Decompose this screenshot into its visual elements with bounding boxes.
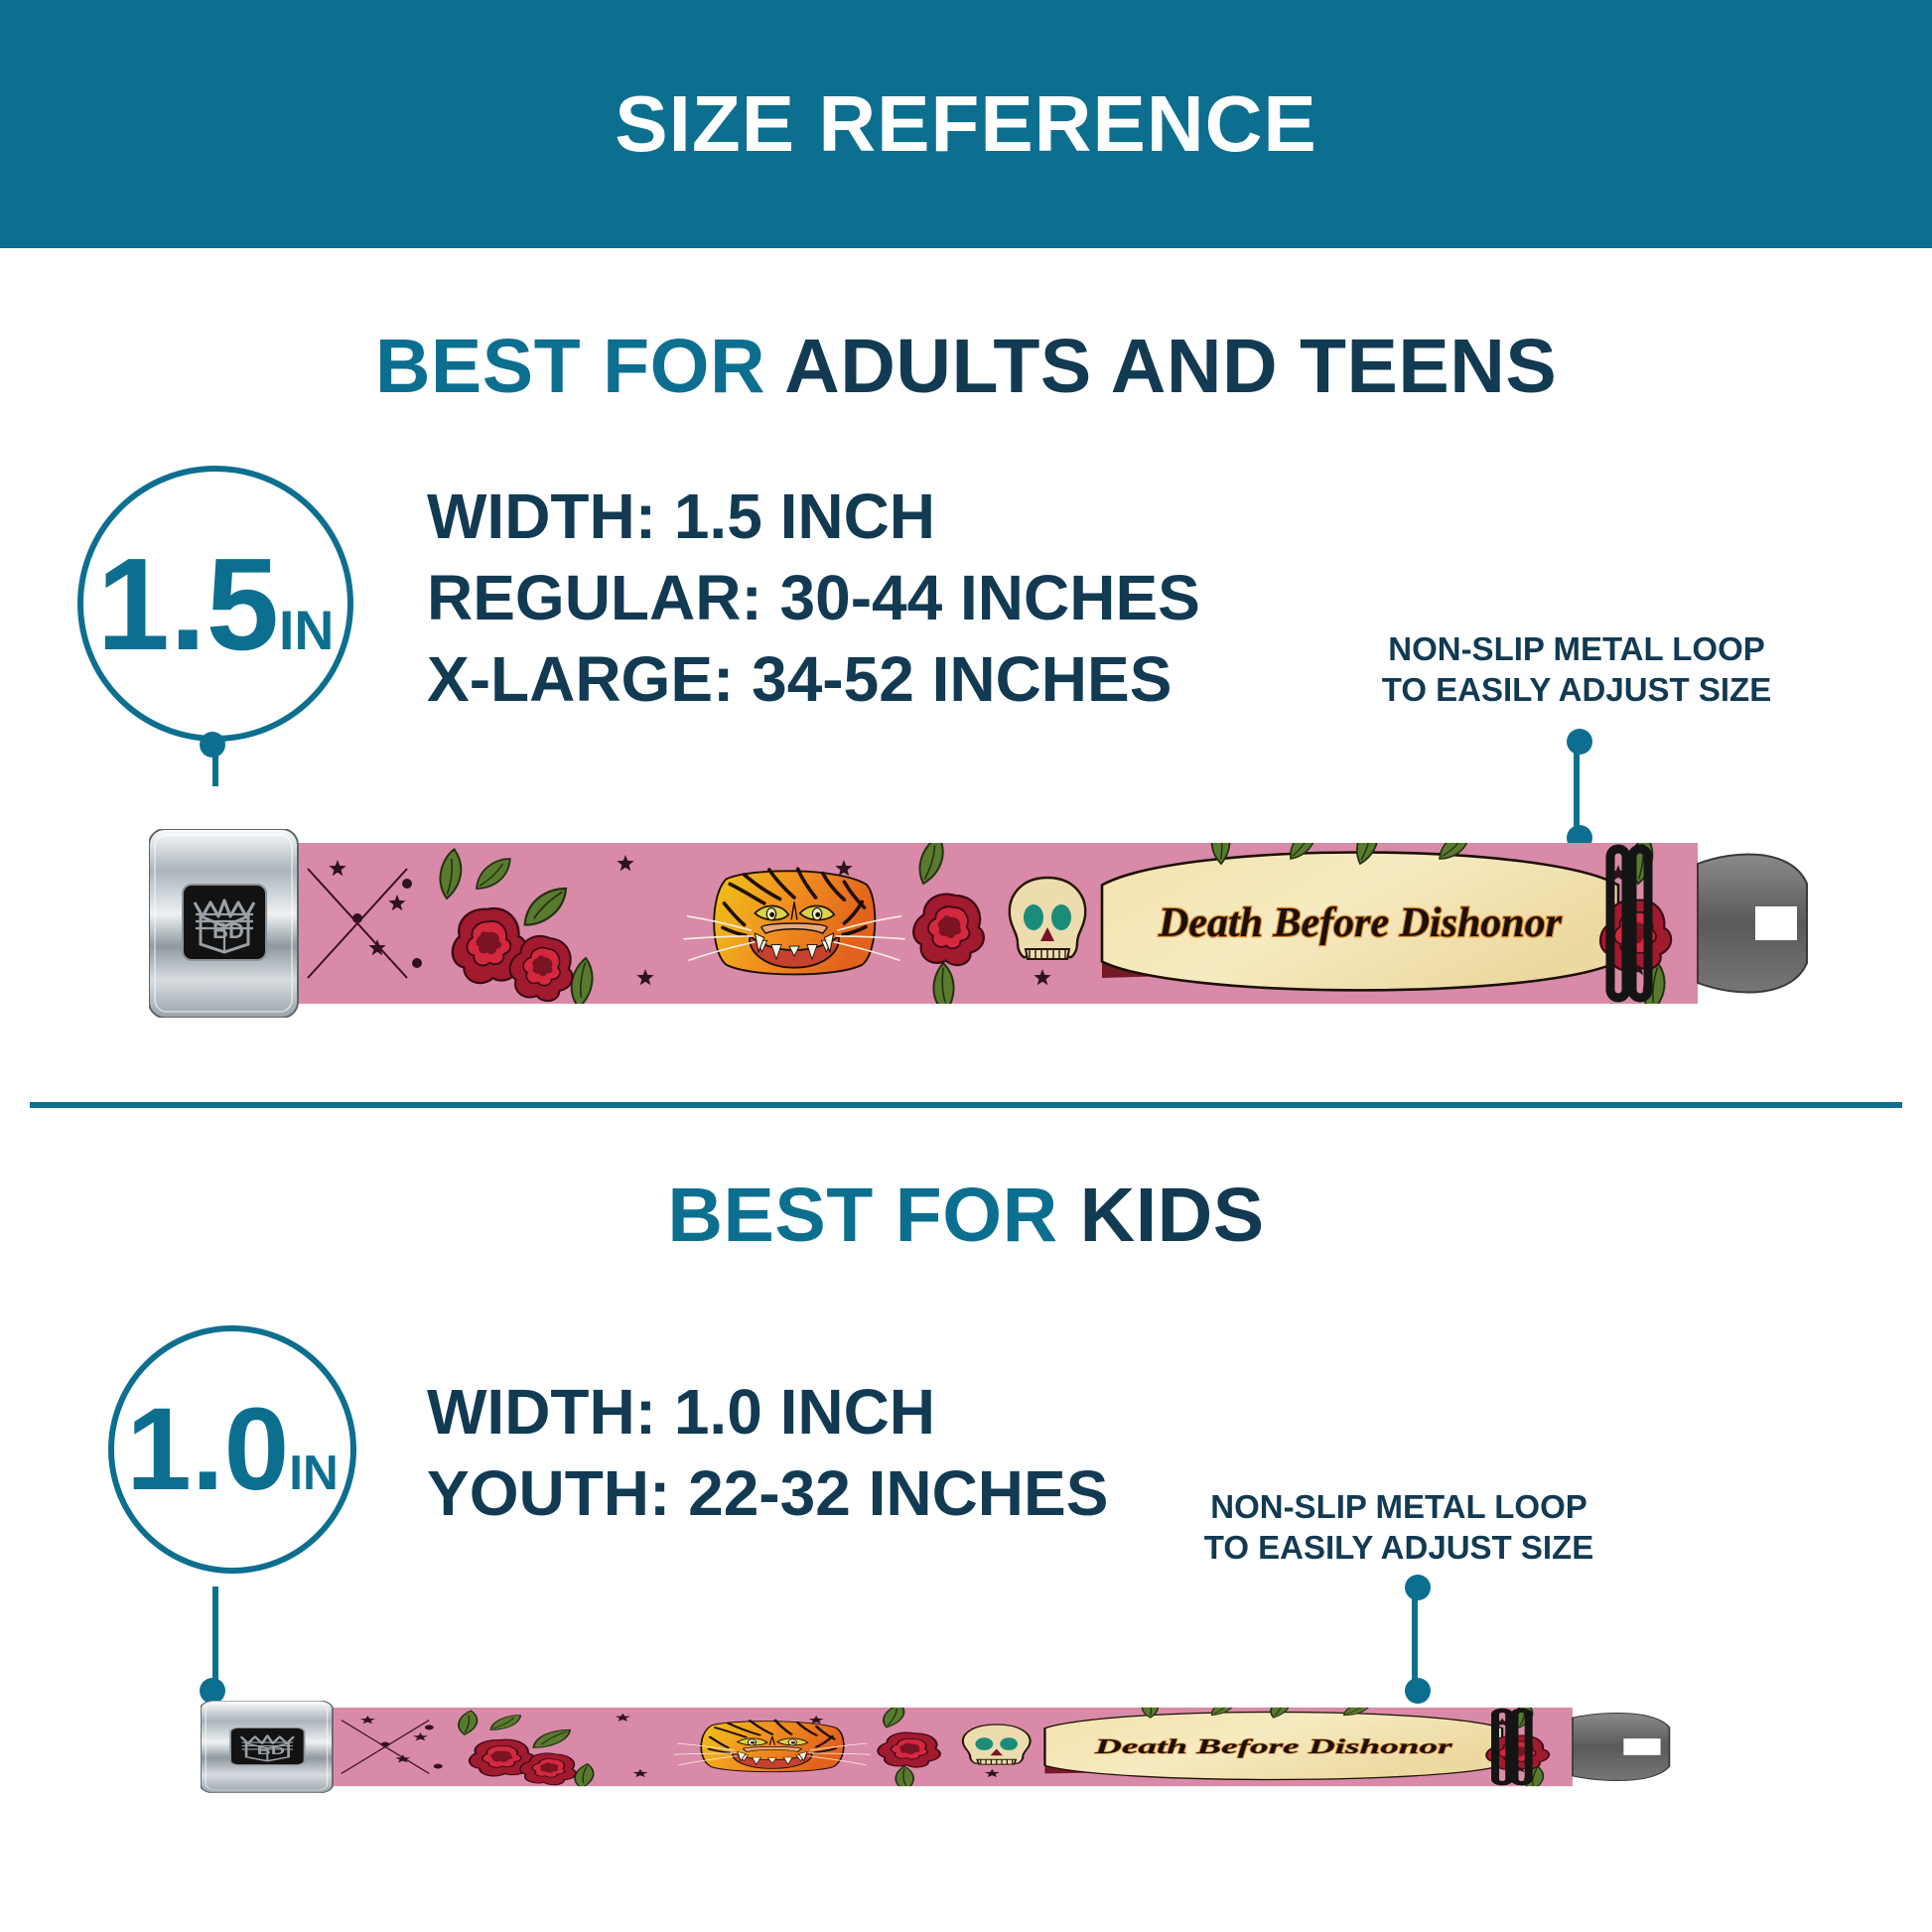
svg-text:D: D: [228, 918, 244, 943]
svg-text:B: B: [257, 1745, 271, 1757]
svg-text:Death Before Dishonor: Death Before Dishonor: [1094, 1734, 1452, 1757]
svg-text:D: D: [271, 1745, 285, 1757]
svg-text:Death Before Dishonor: Death Before Dishonor: [1158, 900, 1563, 946]
svg-text:B: B: [212, 918, 228, 943]
